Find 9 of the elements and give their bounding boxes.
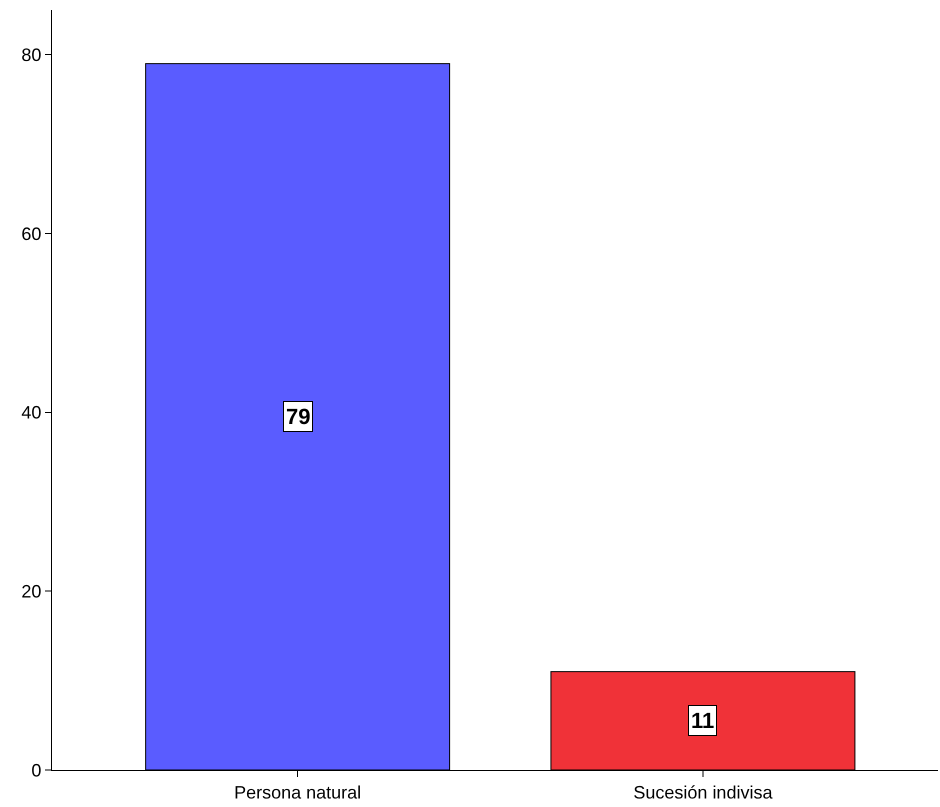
data-label: 11	[691, 708, 714, 733]
y-tick-label: 0	[31, 760, 42, 780]
data-label: 79	[286, 404, 310, 429]
y-tick-label: 20	[21, 581, 42, 602]
y-tick-label: 80	[21, 45, 42, 66]
y-tick-label: 60	[21, 224, 42, 244]
y-tick-label: 40	[21, 402, 42, 423]
x-tick-label: Sucesión indivisa	[633, 782, 774, 803]
x-tick-label: Persona natural	[234, 782, 362, 803]
